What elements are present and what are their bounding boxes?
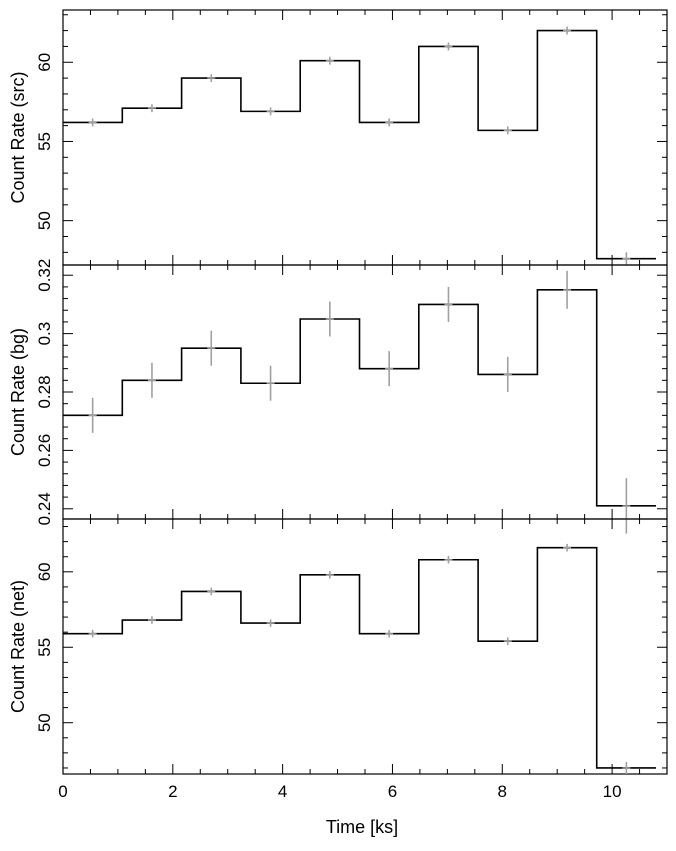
x-tick-label: 10	[603, 782, 622, 801]
y-tick-label: 50	[35, 211, 54, 230]
step-series	[63, 546, 657, 769]
panel-src: 50 55 60 Count Rate (src)	[8, 9, 668, 266]
y-tick-label: 50	[35, 713, 54, 732]
panel-bg: 0.24 0.26 0.28 0.3 0.32 Count Rate (bg)	[8, 259, 668, 534]
y-tick-label: 0.26	[35, 434, 54, 467]
y-tick-label: 55	[35, 132, 54, 151]
y-axis-label: Count Rate (net)	[8, 580, 28, 713]
y-tick-label: 60	[35, 53, 54, 72]
x-axis-label: Time [ks]	[326, 817, 398, 837]
y-axis-label: Count Rate (bg)	[8, 328, 28, 456]
y-tick-label: 0.32	[35, 259, 54, 292]
plot-frame	[62, 264, 668, 520]
x-tick-label: 6	[388, 782, 397, 801]
y-tick-label: 55	[35, 638, 54, 657]
step-series	[63, 29, 657, 260]
panel-net: 50 55 60 Count Rate (net) 0 2 4 6 8 10	[8, 518, 668, 801]
step-series	[63, 289, 657, 507]
x-tick-label: 0	[58, 782, 67, 801]
x-tick-label: 8	[498, 782, 507, 801]
y-tick-label: 60	[35, 562, 54, 581]
plot-frame	[62, 518, 668, 775]
plot-frame	[62, 9, 668, 266]
y-tick-label: 0.24	[35, 492, 54, 525]
y-axis-label: Count Rate (src)	[8, 71, 28, 203]
x-tick-label: 2	[168, 782, 177, 801]
y-tick-label: 0.28	[35, 375, 54, 408]
y-tick-label: 0.3	[35, 322, 54, 346]
x-tick-label: 4	[278, 782, 287, 801]
